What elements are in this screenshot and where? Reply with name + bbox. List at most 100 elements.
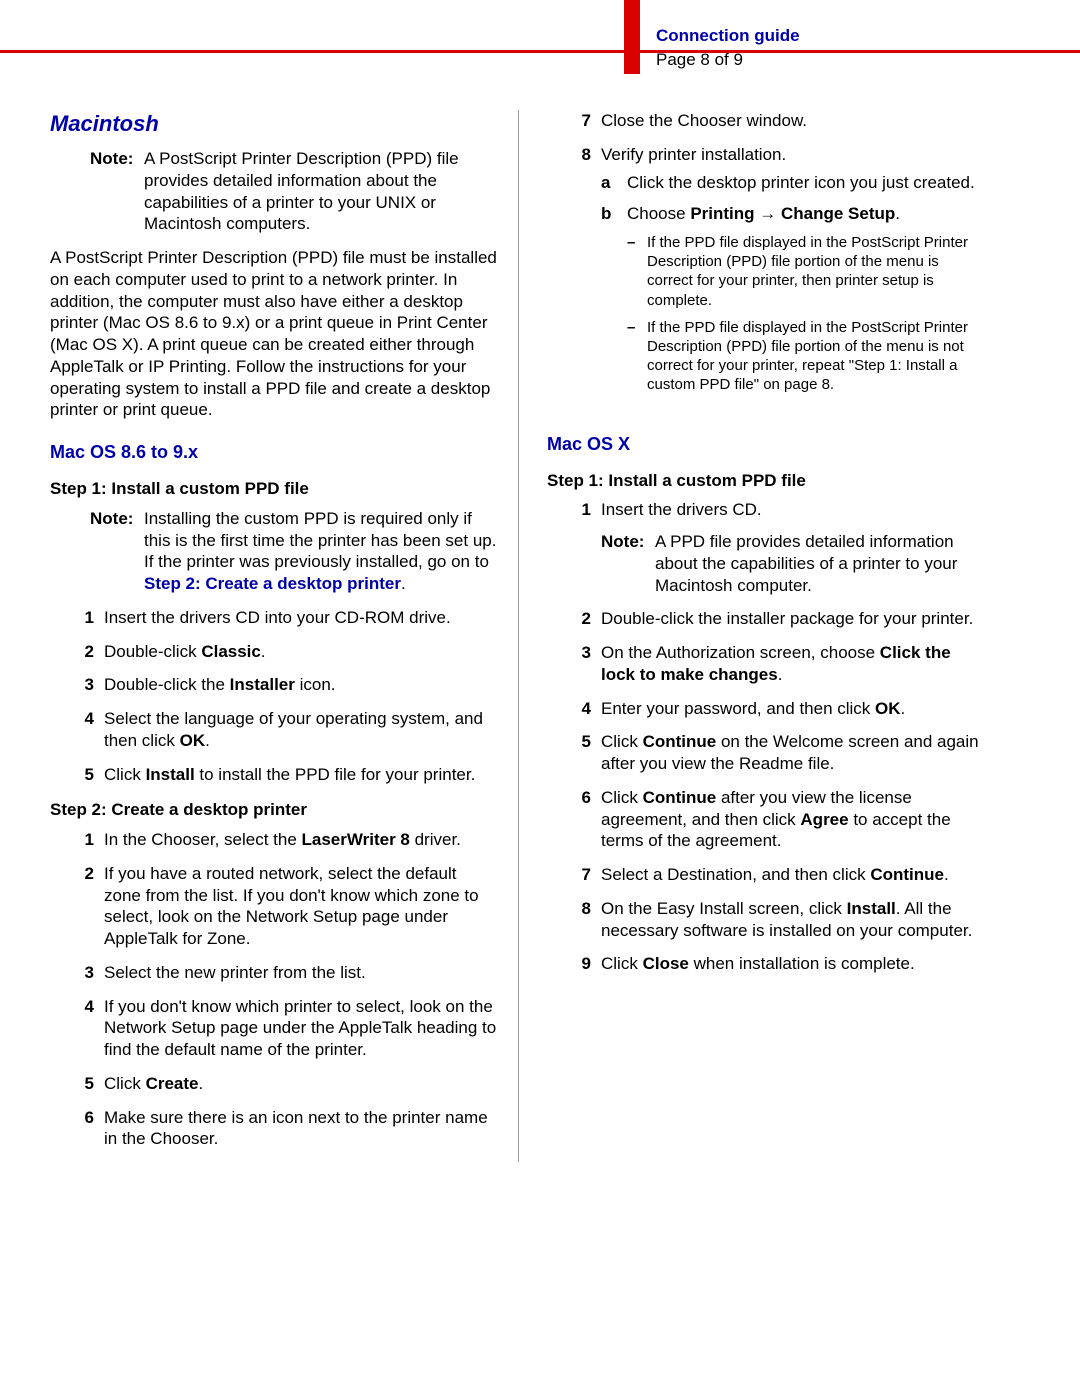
list-number: 4 xyxy=(70,708,94,752)
step2-heading: Step 2: Create a desktop printer xyxy=(50,799,498,821)
note-ppd-description: Note: A PostScript Printer Description (… xyxy=(90,148,498,235)
subheading-macos86: Mac OS 8.6 to 9.x xyxy=(50,441,498,464)
list-text: Double-click Classic. xyxy=(104,641,498,663)
list-number: 5 xyxy=(70,1073,94,1095)
list-number: 7 xyxy=(567,110,591,132)
section-title-macintosh: Macintosh xyxy=(50,110,498,138)
list-item: 1In the Chooser, select the LaserWriter … xyxy=(50,829,498,851)
step2-list: 1In the Chooser, select the LaserWriter … xyxy=(50,829,498,1150)
list-item: 5Click Continue on the Welcome screen an… xyxy=(547,731,987,775)
header-tab xyxy=(624,0,640,74)
list-text: Double-click the installer package for y… xyxy=(601,608,987,630)
note-text-pre: Installing the custom PPD is required on… xyxy=(144,509,496,572)
list-number: 8 xyxy=(567,144,591,413)
list-text: Click Close when installation is complet… xyxy=(601,953,987,975)
list-text: Click Create. xyxy=(104,1073,498,1095)
list-item: 2 Double-click the installer package for … xyxy=(547,608,987,630)
list-item: –If the PPD file displayed in the PostSc… xyxy=(627,318,987,395)
list-text: If you don't know which printer to selec… xyxy=(104,996,498,1061)
list-text: If you have a routed network, select the… xyxy=(104,863,498,950)
list-item: 4 Enter your password, and then click OK. xyxy=(547,698,987,720)
note-text: Installing the custom PPD is required on… xyxy=(144,508,498,595)
stepx-heading: Step 1: Install a custom PPD file xyxy=(547,470,987,492)
list-number: 2 xyxy=(70,641,94,663)
substep-list: a Click the desktop printer icon you just… xyxy=(601,172,987,403)
list-number: 6 xyxy=(567,787,591,852)
list-number: 4 xyxy=(70,996,94,1061)
link-step2[interactable]: Step 2: Create a desktop printer xyxy=(144,574,401,593)
note-text: A PPD file provides detailed information… xyxy=(655,531,987,596)
list-text: Verify printer installation. aClick the … xyxy=(601,144,987,413)
list-number: 2 xyxy=(567,608,591,630)
list-item: –If the PPD file displayed in the PostSc… xyxy=(627,233,987,310)
list-item: 5Click Install to install the PPD file f… xyxy=(50,764,498,786)
note-label: Note: xyxy=(90,508,144,595)
list-number: 1 xyxy=(70,829,94,851)
list-item: 5 Click Create. xyxy=(50,1073,498,1095)
list-item: 2If you have a routed network, select th… xyxy=(50,863,498,950)
note-install-ppd: Note: Installing the custom PPD is requi… xyxy=(90,508,498,595)
list-text: Insert the drivers CD into your CD-ROM d… xyxy=(104,607,498,629)
list-number: 8 xyxy=(567,898,591,942)
list-text: If the PPD file displayed in the PostScr… xyxy=(647,233,987,310)
list-text: Choose Printing → Change Setup. –If the … xyxy=(627,203,987,402)
dash-list: –If the PPD file displayed in the PostSc… xyxy=(627,233,987,395)
note-label: Note: xyxy=(90,148,144,235)
content-area: Macintosh Note: A PostScript Printer Des… xyxy=(50,110,1040,1162)
list-text: Select the new printer from the list. xyxy=(104,962,498,984)
list-item: 1 Insert the drivers CD into your CD-ROM … xyxy=(50,607,498,629)
list-number: 3 xyxy=(70,674,94,696)
list-text: Click Continue after you view the licens… xyxy=(601,787,987,852)
note-ppd-mac: Note: A PPD file provides detailed infor… xyxy=(601,531,987,596)
list-item: 8 Verify printer installation. aClick th… xyxy=(547,144,987,413)
list-number: 1 xyxy=(567,499,591,596)
list-item: 6Make sure there is an icon next to the … xyxy=(50,1107,498,1151)
step1-heading: Step 1: Install a custom PPD file xyxy=(50,478,498,500)
list-item: 8On the Easy Install screen, click Insta… xyxy=(547,898,987,942)
list-number: 3 xyxy=(567,642,591,686)
header-text: Connection guide Page 8 of 9 xyxy=(656,24,800,72)
list-number: 7 xyxy=(567,864,591,886)
list-letter: b xyxy=(601,203,619,402)
note-text: A PostScript Printer Description (PPD) f… xyxy=(144,148,498,235)
list-item: 2 Double-click Classic. xyxy=(50,641,498,663)
left-column: Macintosh Note: A PostScript Printer Des… xyxy=(50,110,518,1162)
list-item: 3On the Authorization screen, choose Cli… xyxy=(547,642,987,686)
list-item: 4Select the language of your operating s… xyxy=(50,708,498,752)
list-text: Make sure there is an icon next to the p… xyxy=(104,1107,498,1151)
list-item: 4If you don't know which printer to sele… xyxy=(50,996,498,1061)
list-text: Close the Chooser window. xyxy=(601,110,987,132)
list-text: Insert the drivers CD. Note: A PPD file … xyxy=(601,499,987,596)
list-number: 2 xyxy=(70,863,94,950)
dash-icon: – xyxy=(627,318,641,395)
list-text: On the Easy Install screen, click Instal… xyxy=(601,898,987,942)
list-letter: a xyxy=(601,172,619,194)
note-text-post: . xyxy=(401,574,406,593)
list-number: 9 xyxy=(567,953,591,975)
list-number: 4 xyxy=(567,698,591,720)
list-item: b Choose Printing → Change Setup. –If th… xyxy=(601,203,987,402)
list-text: Select a Destination, and then click Con… xyxy=(601,864,987,886)
list-text: Enter your password, and then click OK. xyxy=(601,698,987,720)
list-item: a Click the desktop printer icon you just… xyxy=(601,172,987,194)
intro-paragraph: A PostScript Printer Description (PPD) f… xyxy=(50,247,498,421)
subheading-macosx: Mac OS X xyxy=(547,433,987,456)
list-text: Click Continue on the Welcome screen and… xyxy=(601,731,987,775)
list-item: 9 Click Close when installation is comple… xyxy=(547,953,987,975)
list-item: 7 Close the Chooser window. xyxy=(547,110,987,132)
list-text: Double-click the Installer icon. xyxy=(104,674,498,696)
list-number: 5 xyxy=(567,731,591,775)
list-text: On the Authorization screen, choose Clic… xyxy=(601,642,987,686)
step1-list: 1 Insert the drivers CD into your CD-ROM … xyxy=(50,607,498,786)
dash-icon: – xyxy=(627,233,641,310)
page-number: Page 8 of 9 xyxy=(656,48,800,72)
list-text: If the PPD file displayed in the PostScr… xyxy=(647,318,987,395)
list-number: 5 xyxy=(70,764,94,786)
stepx-list: 1 Insert the drivers CD. Note: A PPD fil… xyxy=(547,499,987,975)
list-text: Click the desktop printer icon you just … xyxy=(627,172,987,194)
note-label: Note: xyxy=(601,531,655,596)
list-number: 1 xyxy=(70,607,94,629)
list-number: 6 xyxy=(70,1107,94,1151)
list-item: 3 Double-click the Installer icon. xyxy=(50,674,498,696)
list-text: Select the language of your operating sy… xyxy=(104,708,498,752)
